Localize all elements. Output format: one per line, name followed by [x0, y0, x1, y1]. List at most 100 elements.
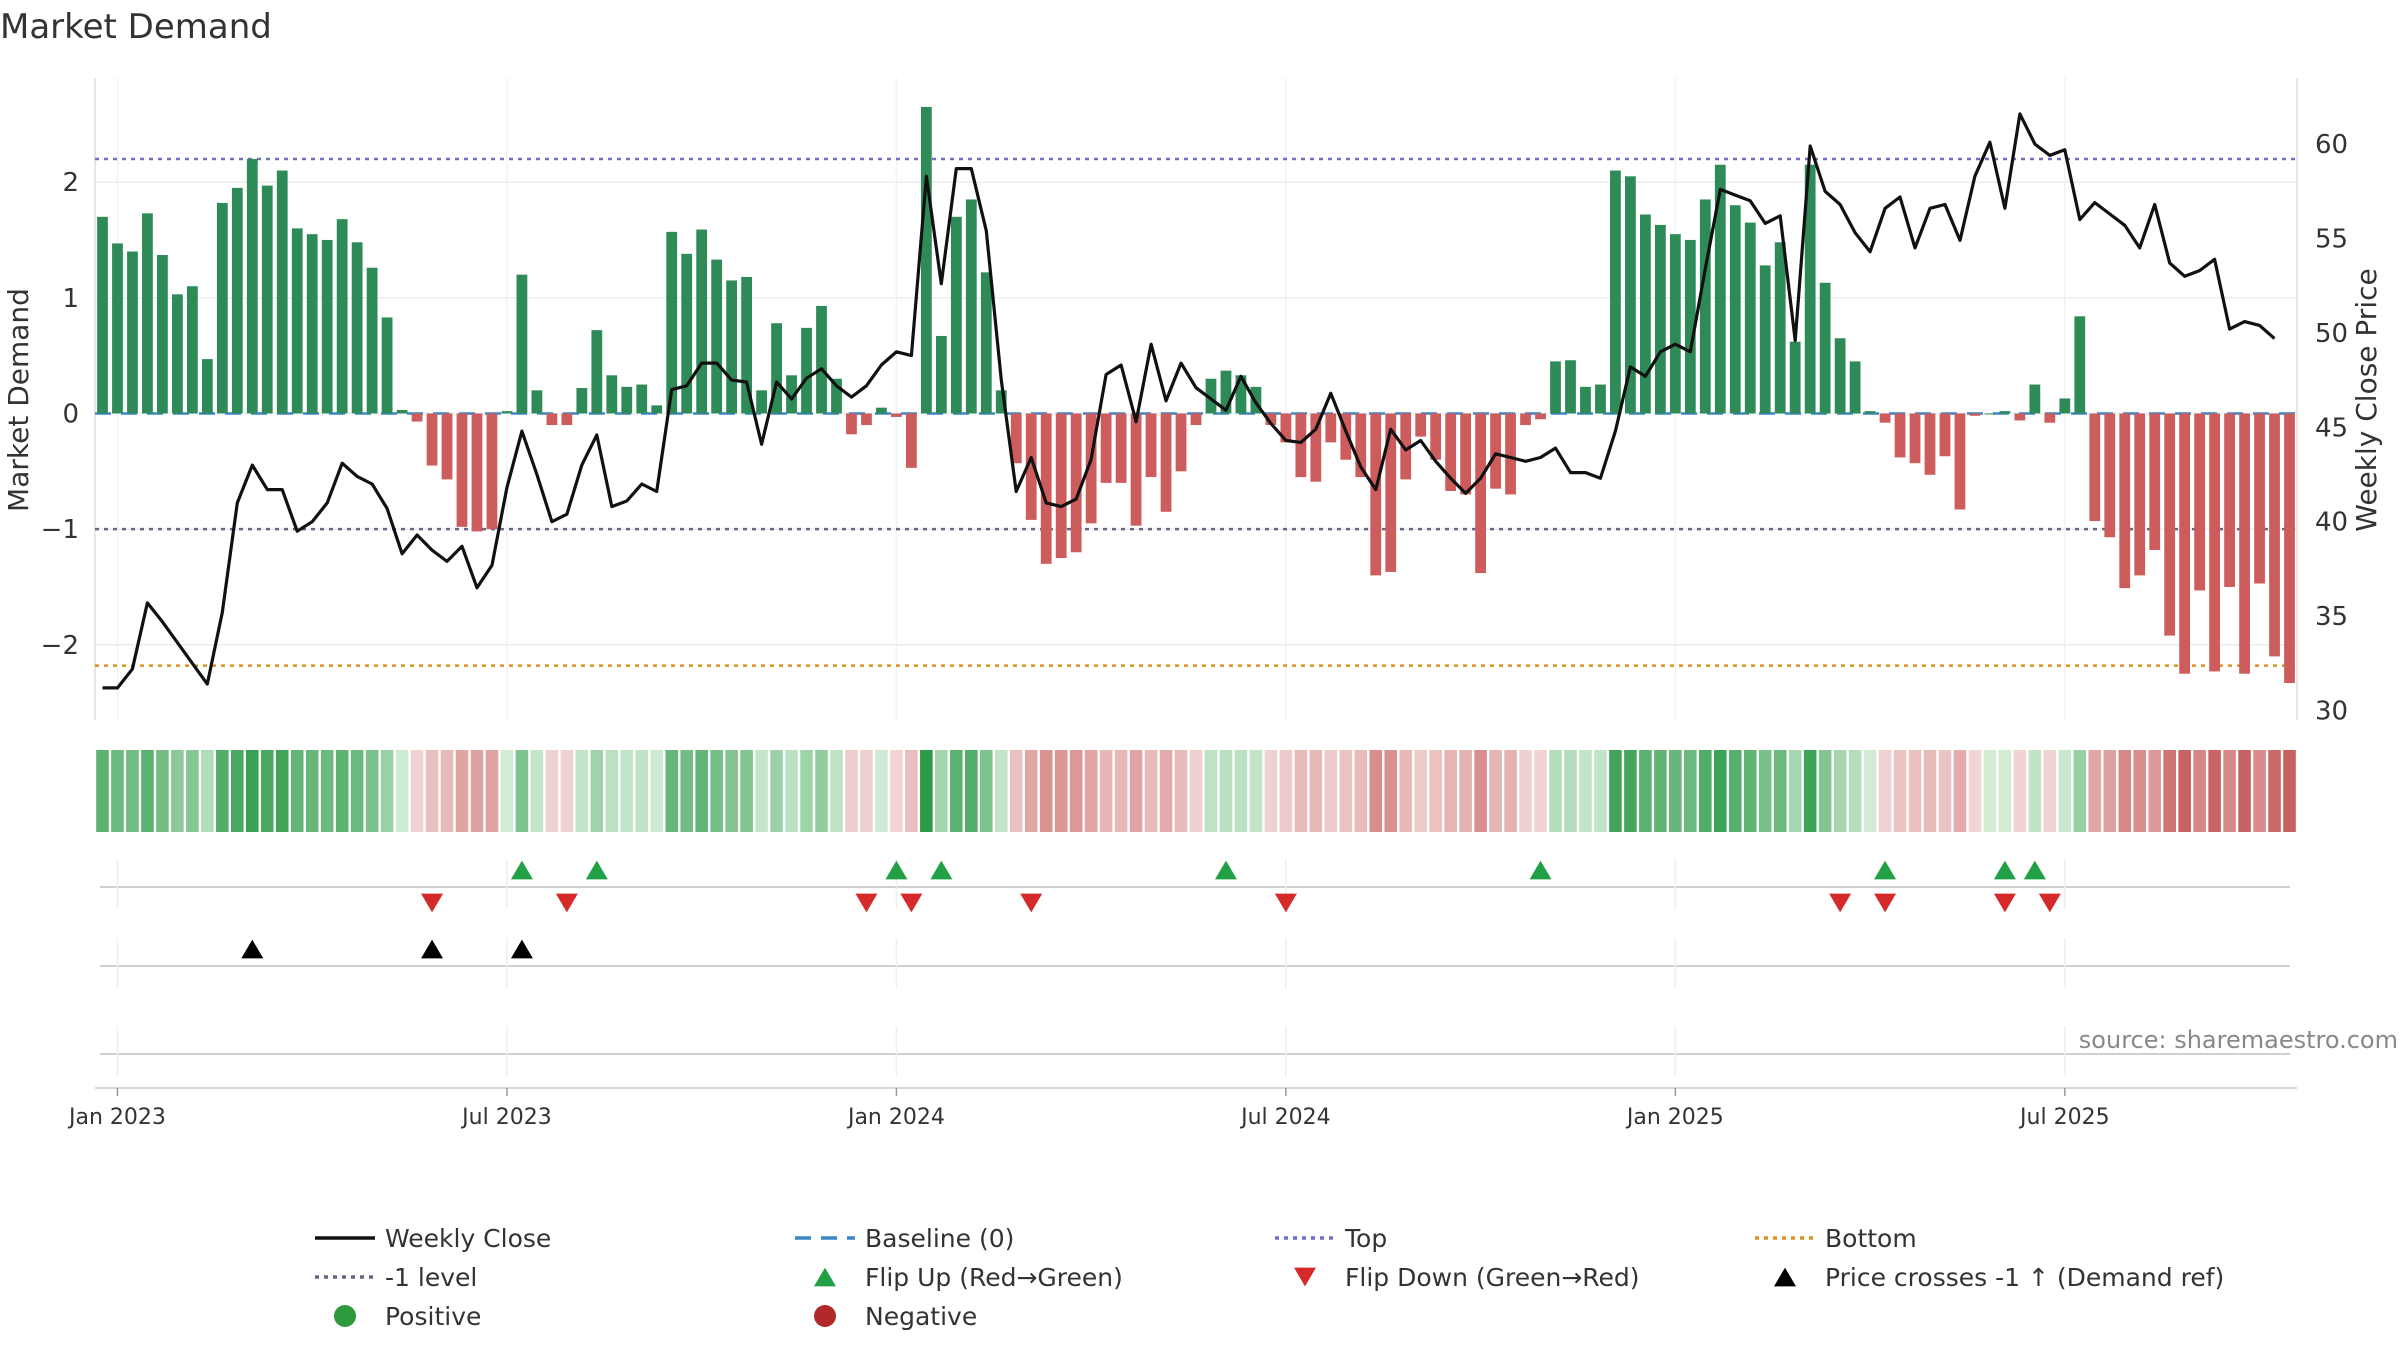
demand-bar — [2044, 413, 2056, 423]
strip-cell — [1579, 750, 1592, 832]
cross-marker — [510, 939, 533, 959]
strip-cell — [260, 750, 274, 832]
demand-bar — [726, 280, 738, 414]
demand-bar — [1445, 413, 1457, 491]
demand-bar — [1954, 413, 1966, 510]
strip-cell — [1144, 750, 1158, 832]
demand-bar — [1984, 413, 1996, 415]
strip-cell — [1174, 750, 1188, 832]
source-credit: source: sharemaestro.com — [2079, 1026, 2398, 1054]
x-tick-label: Jul 2025 — [2018, 1105, 2110, 1130]
demand-bar — [2014, 413, 2026, 421]
demand-bar — [246, 158, 258, 414]
demand-bar — [1115, 413, 1127, 483]
flip-down-marker — [855, 893, 878, 913]
demand-bar — [786, 375, 797, 414]
strip-cell — [156, 750, 169, 832]
demand-bar — [157, 254, 168, 414]
demand-bar — [1130, 413, 1142, 526]
strip-cell — [410, 750, 424, 832]
demand-bar — [2074, 316, 2086, 414]
strip-cell — [1339, 750, 1353, 832]
left-tick-label: −2 — [41, 631, 79, 661]
demand-bar — [1070, 413, 1082, 553]
strip-cell — [1264, 750, 1278, 832]
strip-cell — [1054, 750, 1068, 832]
price-cross-panel — [100, 938, 2290, 988]
demand-bar — [861, 413, 872, 426]
strip-cell — [201, 750, 214, 832]
right-tick-label: 60 — [2315, 130, 2348, 160]
flip-down-marker — [900, 893, 923, 913]
demand-bar — [666, 231, 678, 414]
left-tick-label: 0 — [62, 399, 79, 429]
demand-bar — [1969, 413, 1981, 416]
strip-cell — [365, 750, 379, 832]
strip-cell — [1129, 750, 1143, 832]
demand-bar — [1759, 265, 1771, 414]
strip-cell — [1474, 750, 1487, 832]
right-axis: 30 35 40 45 50 55 60 — [2315, 130, 2348, 726]
strip-cell — [1189, 750, 1203, 832]
demand-bar — [980, 272, 992, 414]
strip-cell — [1848, 750, 1862, 832]
demand-bar — [306, 234, 318, 414]
flip-up-marker — [885, 860, 908, 880]
flip-up-marker — [585, 860, 608, 880]
strip-cell — [1549, 750, 1562, 832]
strip-cell — [950, 750, 963, 832]
x-tick-label: Jan 2023 — [67, 1105, 166, 1130]
strip-cell — [770, 750, 783, 832]
strip-cell — [545, 750, 559, 832]
demand-bar — [1595, 384, 1606, 414]
strip-cell — [2133, 750, 2147, 832]
strip-cell — [275, 750, 289, 832]
strip-cell — [470, 750, 484, 832]
demand-bar — [1699, 199, 1711, 414]
demand-bar — [186, 286, 198, 414]
strip-cell — [815, 750, 828, 832]
strip-cell — [186, 750, 199, 832]
strip-cell — [2283, 750, 2296, 832]
strip-cell — [1773, 750, 1787, 832]
strip-cell — [1669, 750, 1682, 832]
strip-cell — [1219, 750, 1233, 832]
strip-cell — [290, 750, 304, 832]
flip-down-marker — [1274, 893, 1297, 913]
demand-bar — [891, 413, 902, 417]
legend-label: Price crosses -1 ↑ (Demand ref) — [1825, 1263, 2224, 1292]
strip-cell — [1384, 750, 1398, 832]
demand-bar — [1145, 413, 1157, 478]
demand-bar — [321, 239, 333, 414]
demand-bar — [1535, 413, 1546, 420]
demand-bar — [1565, 360, 1576, 414]
demand-bar — [2104, 413, 2116, 538]
strip-cell — [1519, 750, 1532, 832]
strip-cell — [680, 750, 693, 832]
strip-cell — [725, 750, 738, 832]
demand-bar — [1894, 413, 1906, 458]
strip-cell — [755, 750, 768, 832]
demand-bar — [366, 267, 378, 414]
legend-label: Baseline (0) — [865, 1224, 1014, 1253]
flip-down-marker — [2038, 893, 2061, 913]
strip-cell — [1309, 750, 1323, 832]
demand-bar — [486, 413, 498, 530]
strip-cell — [231, 750, 244, 832]
demand-bar — [2269, 413, 2280, 657]
strip-cell — [350, 750, 364, 832]
strip-cell — [1983, 750, 1997, 832]
right-tick-label: 35 — [2315, 602, 2348, 632]
strip-cell — [1684, 750, 1697, 832]
flip-down-marker — [1020, 893, 1043, 913]
strip-cell — [1564, 750, 1577, 832]
demand-bar — [920, 106, 932, 414]
demand-bar — [2209, 413, 2221, 672]
strip-cell — [1504, 750, 1517, 832]
flip-up-marker — [1993, 860, 2016, 880]
legend-label: Flip Up (Red→Green) — [865, 1263, 1123, 1292]
strip-cell — [1743, 750, 1757, 832]
strip-cell — [2103, 750, 2117, 832]
demand-bar — [1774, 242, 1786, 414]
demand-bar — [621, 386, 633, 414]
